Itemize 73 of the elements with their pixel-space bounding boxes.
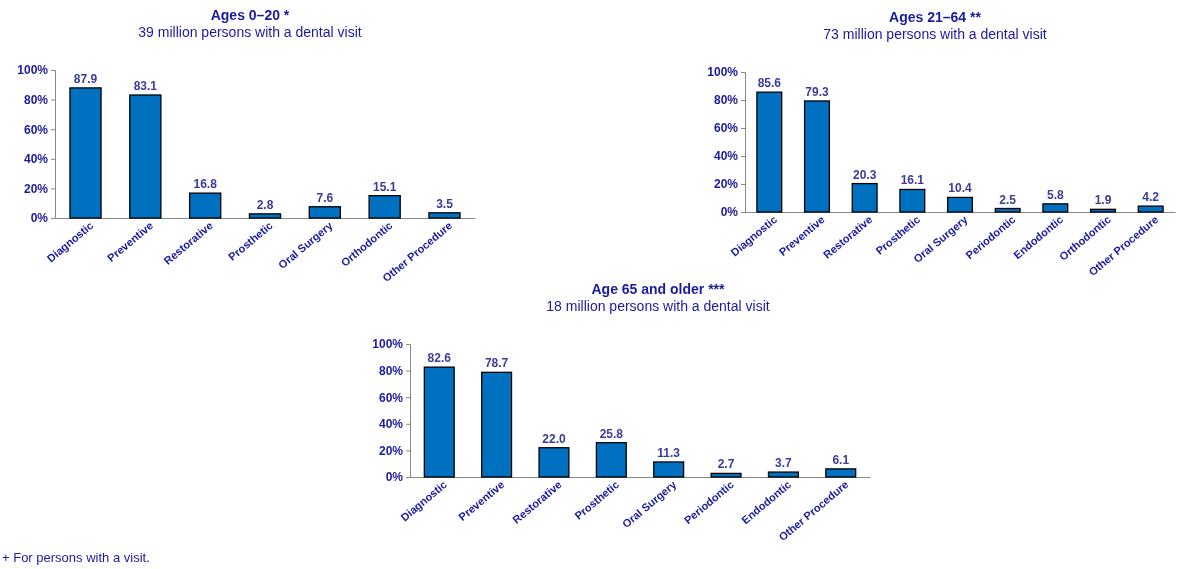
data-label: 2.7 bbox=[717, 457, 735, 472]
bar bbox=[368, 195, 401, 219]
data-label: 3.7 bbox=[775, 456, 793, 471]
bar bbox=[595, 442, 627, 478]
bar bbox=[825, 468, 857, 478]
data-label: 5.8 bbox=[1047, 187, 1065, 202]
bar bbox=[767, 471, 799, 478]
data-label: 78.7 bbox=[484, 356, 509, 371]
data-label: 6.1 bbox=[832, 452, 850, 467]
data-label: 2.5 bbox=[999, 192, 1017, 207]
data-label: 10.4 bbox=[948, 181, 972, 196]
data-label: 7.6 bbox=[316, 190, 334, 205]
bar bbox=[946, 196, 974, 213]
bar bbox=[248, 213, 282, 219]
y-tick-label: 60% bbox=[23, 122, 49, 137]
y-tick-label: 80% bbox=[713, 93, 739, 108]
bar bbox=[899, 188, 926, 213]
data-label: 1.9 bbox=[1094, 193, 1112, 208]
bar bbox=[653, 461, 685, 478]
chart-subtitle: 39 million persons with a dental visit bbox=[138, 24, 362, 40]
y-tick-label: 20% bbox=[23, 181, 49, 196]
bar bbox=[308, 206, 342, 219]
bar bbox=[188, 192, 222, 219]
chart-title: Ages 21–64 ** bbox=[889, 9, 982, 25]
bar bbox=[538, 447, 570, 478]
bar bbox=[1137, 205, 1164, 213]
bar bbox=[423, 366, 455, 478]
y-tick-label: 0% bbox=[385, 470, 404, 485]
bar bbox=[803, 100, 831, 213]
bar bbox=[129, 94, 162, 219]
data-label: 82.6 bbox=[427, 351, 452, 366]
data-label: 15.1 bbox=[372, 179, 397, 194]
data-label: 85.6 bbox=[757, 76, 782, 91]
y-tick-label: 0% bbox=[720, 205, 739, 220]
chart-title: Age 65 and older *** bbox=[591, 281, 726, 297]
y-tick-label: 80% bbox=[23, 92, 49, 107]
bar bbox=[481, 371, 513, 478]
y-tick-label: 40% bbox=[378, 417, 404, 432]
bar bbox=[756, 91, 783, 213]
data-label: 83.1 bbox=[133, 79, 158, 94]
chart-subtitle: 18 million persons with a dental visit bbox=[546, 298, 770, 314]
y-tick-label: 100% bbox=[372, 337, 404, 352]
data-label: 2.8 bbox=[256, 197, 274, 212]
data-label: 11.3 bbox=[657, 445, 681, 460]
data-label: 3.5 bbox=[436, 196, 454, 211]
bar bbox=[1089, 208, 1117, 213]
data-label: 22.0 bbox=[542, 431, 566, 446]
data-label: 16.1 bbox=[900, 173, 925, 188]
data-label: 4.2 bbox=[1142, 190, 1160, 205]
y-tick-label: 20% bbox=[713, 177, 739, 192]
y-tick-label: 20% bbox=[378, 443, 404, 458]
data-label: 16.8 bbox=[193, 177, 218, 192]
y-tick-label: 80% bbox=[378, 363, 404, 378]
bar bbox=[851, 182, 878, 213]
data-label: 79.3 bbox=[805, 84, 829, 99]
data-label: 20.3 bbox=[852, 167, 877, 182]
bar bbox=[710, 472, 742, 478]
data-label: 25.8 bbox=[599, 426, 624, 441]
chart-subtitle: 73 million persons with a dental visit bbox=[823, 26, 1047, 42]
bar bbox=[994, 207, 1021, 213]
data-label: 87.9 bbox=[73, 71, 98, 86]
y-tick-label: 40% bbox=[713, 149, 739, 164]
chart-title: Ages 0–20 * bbox=[210, 7, 290, 23]
bar bbox=[1042, 203, 1069, 213]
y-tick-label: 100% bbox=[707, 65, 739, 80]
text: + For persons with a visit. bbox=[2, 550, 150, 565]
bar bbox=[428, 212, 461, 219]
y-tick-label: 100% bbox=[17, 63, 49, 78]
y-tick-label: 60% bbox=[378, 390, 404, 405]
bar bbox=[69, 87, 102, 219]
y-tick-label: 40% bbox=[23, 152, 49, 167]
y-tick-label: 0% bbox=[30, 211, 49, 226]
y-tick-label: 60% bbox=[713, 121, 739, 136]
